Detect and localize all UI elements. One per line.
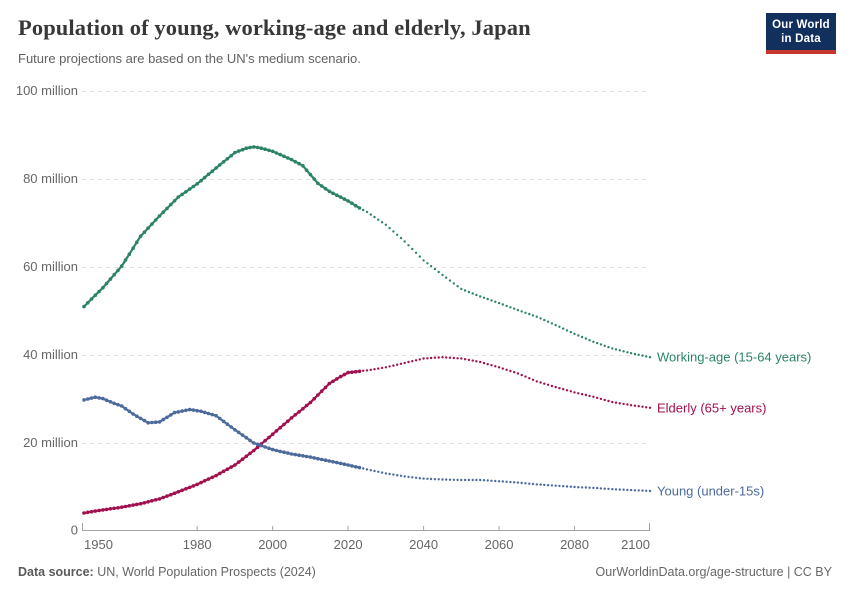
series-elderly[interactable]: Elderly (65+ years) bbox=[82, 356, 766, 515]
y-axis-tick-label: 80 million bbox=[23, 171, 78, 186]
series-young[interactable]: Young (under-15s) bbox=[82, 395, 764, 498]
x-axis-tick-label: 2040 bbox=[409, 537, 438, 552]
series-label-working-age[interactable]: Working-age (15-64 years) bbox=[657, 350, 811, 365]
chart-footer: Data source: UN, World Population Prospe… bbox=[18, 565, 832, 579]
x-axis-tick-label: 1950 bbox=[84, 537, 113, 552]
series-label-elderly[interactable]: Elderly (65+ years) bbox=[657, 400, 766, 415]
chart-header: Population of young, working-age and eld… bbox=[18, 14, 750, 68]
chart-subtitle: Future projections are based on the UN's… bbox=[18, 51, 361, 66]
owid-logo-line2: in Data bbox=[781, 33, 821, 45]
y-axis-tick-label: 100 million bbox=[16, 83, 78, 98]
y-axis-tick-label: 60 million bbox=[23, 259, 78, 274]
page-title: Population of young, working-age and eld… bbox=[18, 15, 531, 40]
series-working-age[interactable]: Working-age (15-64 years) bbox=[82, 145, 811, 365]
y-axis-tick-label: 0 bbox=[71, 523, 78, 538]
y-axis-tick-label: 40 million bbox=[23, 347, 78, 362]
x-axis: 1950 1980 2000 2020 2040 2060 2080 2100 bbox=[82, 523, 650, 552]
x-axis-tick-label: 1980 bbox=[183, 537, 212, 552]
x-axis-tick-label: 2100 bbox=[621, 537, 650, 552]
gridlines: 0 20 million 40 million 60 million 80 millio… bbox=[16, 83, 650, 538]
series-label-young[interactable]: Young (under-15s) bbox=[657, 483, 764, 498]
data-source-text: UN, World Population Prospects (2024) bbox=[93, 565, 316, 579]
owid-logo[interactable]: Our World in Data bbox=[766, 13, 836, 54]
data-source-note: Data source: UN, World Population Prospe… bbox=[18, 565, 316, 579]
license-note[interactable]: OurWorldinData.org/age-structure | CC BY bbox=[595, 565, 832, 579]
x-axis-tick-label: 2060 bbox=[485, 537, 514, 552]
x-axis-tick-label: 2020 bbox=[334, 537, 363, 552]
owid-logo-line1: Our World bbox=[772, 19, 830, 31]
data-source-label: Data source: bbox=[18, 565, 94, 579]
x-axis-tick-label: 2000 bbox=[258, 537, 287, 552]
y-axis-tick-label: 20 million bbox=[23, 435, 78, 450]
x-axis-tick-label: 2080 bbox=[560, 537, 589, 552]
